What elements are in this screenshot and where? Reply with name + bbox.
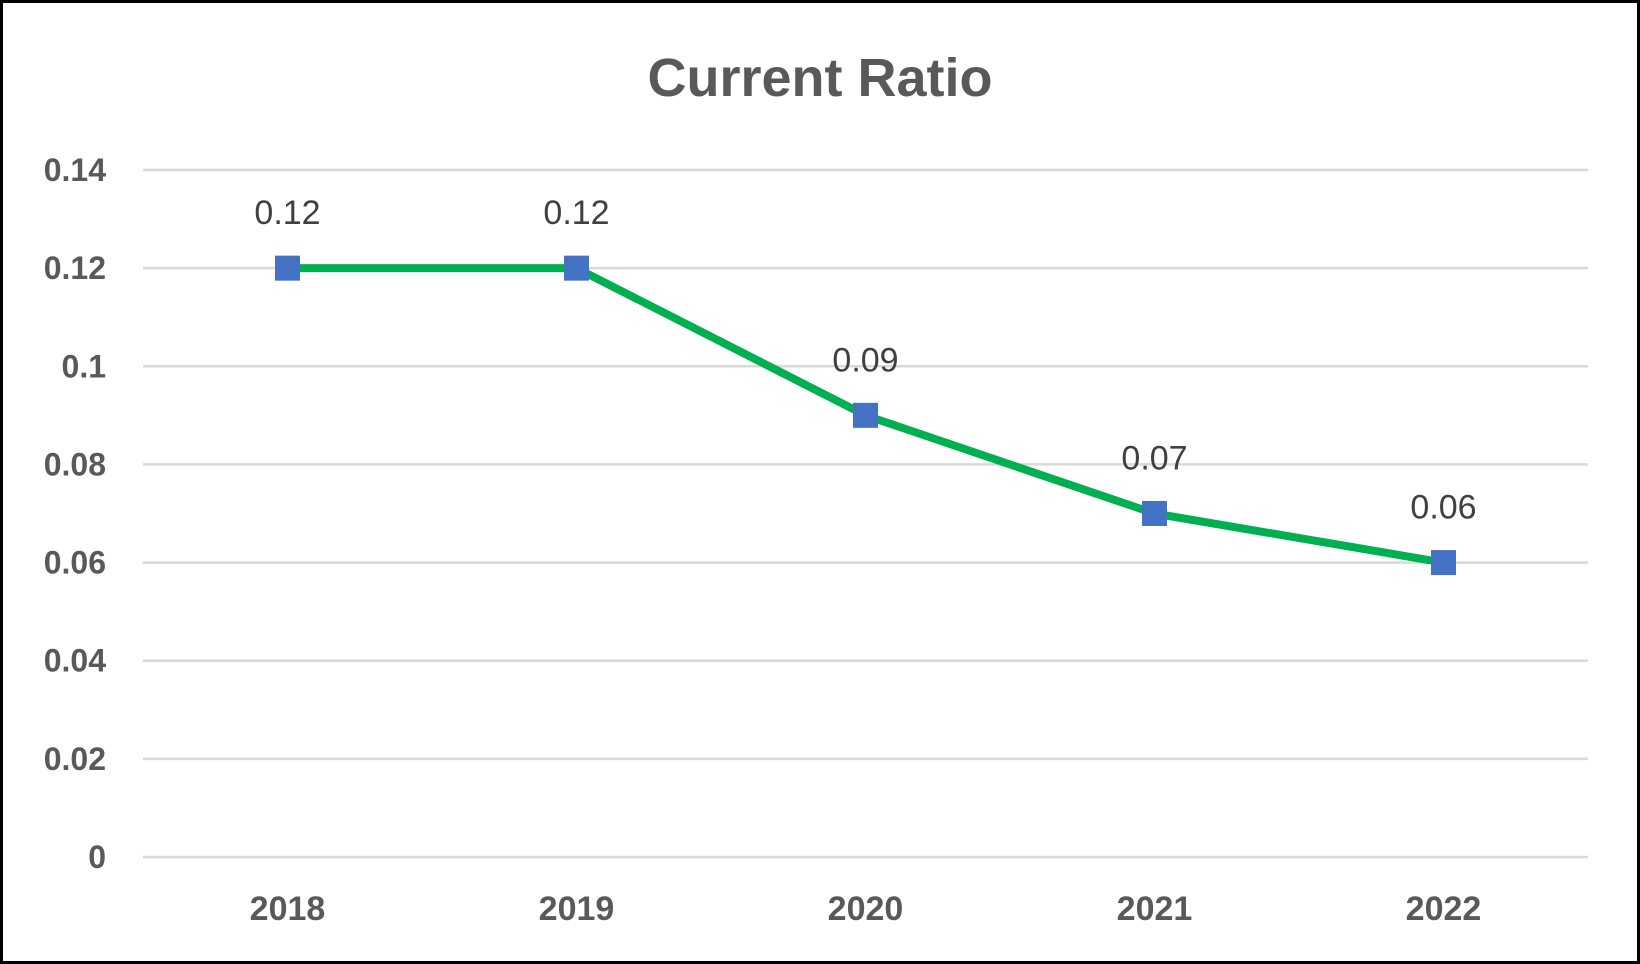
data-point [1431,550,1456,576]
y-tick-label: 0.12 [44,250,106,286]
data-label: 0.12 [254,194,320,232]
y-tick-label: 0 [88,839,106,875]
data-label: 0.09 [832,341,898,379]
chart-title: Current Ratio [647,48,992,108]
x-tick-label: 2022 [1406,890,1482,928]
y-tick-label: 0.14 [44,152,106,188]
data-labels: 0.12 0.12 0.09 0.07 0.06 [254,194,1476,526]
data-point [275,255,300,281]
x-tick-label: 2021 [1117,890,1193,928]
data-point [853,402,878,428]
x-tick-label: 2018 [250,890,326,928]
data-point [564,255,589,281]
y-tick-label: 0.1 [62,348,106,384]
data-point [1142,501,1167,526]
y-tick-label: 0.04 [44,643,106,679]
gridlines [143,168,1588,859]
x-tick-label: 2019 [539,890,615,928]
y-axis-ticks: 0 0.02 0.04 0.06 0.08 0.1 0.12 0.14 [44,152,106,875]
series-current-ratio [275,255,1456,576]
data-label: 0.07 [1121,440,1187,478]
y-tick-label: 0.02 [44,741,106,777]
x-axis-ticks: 2018 2019 2020 2021 2022 [250,890,1482,928]
data-label: 0.12 [543,194,609,232]
y-tick-label: 0.08 [44,446,106,482]
data-label: 0.06 [1410,489,1476,527]
y-tick-label: 0.06 [44,545,106,581]
x-tick-label: 2020 [828,890,904,928]
